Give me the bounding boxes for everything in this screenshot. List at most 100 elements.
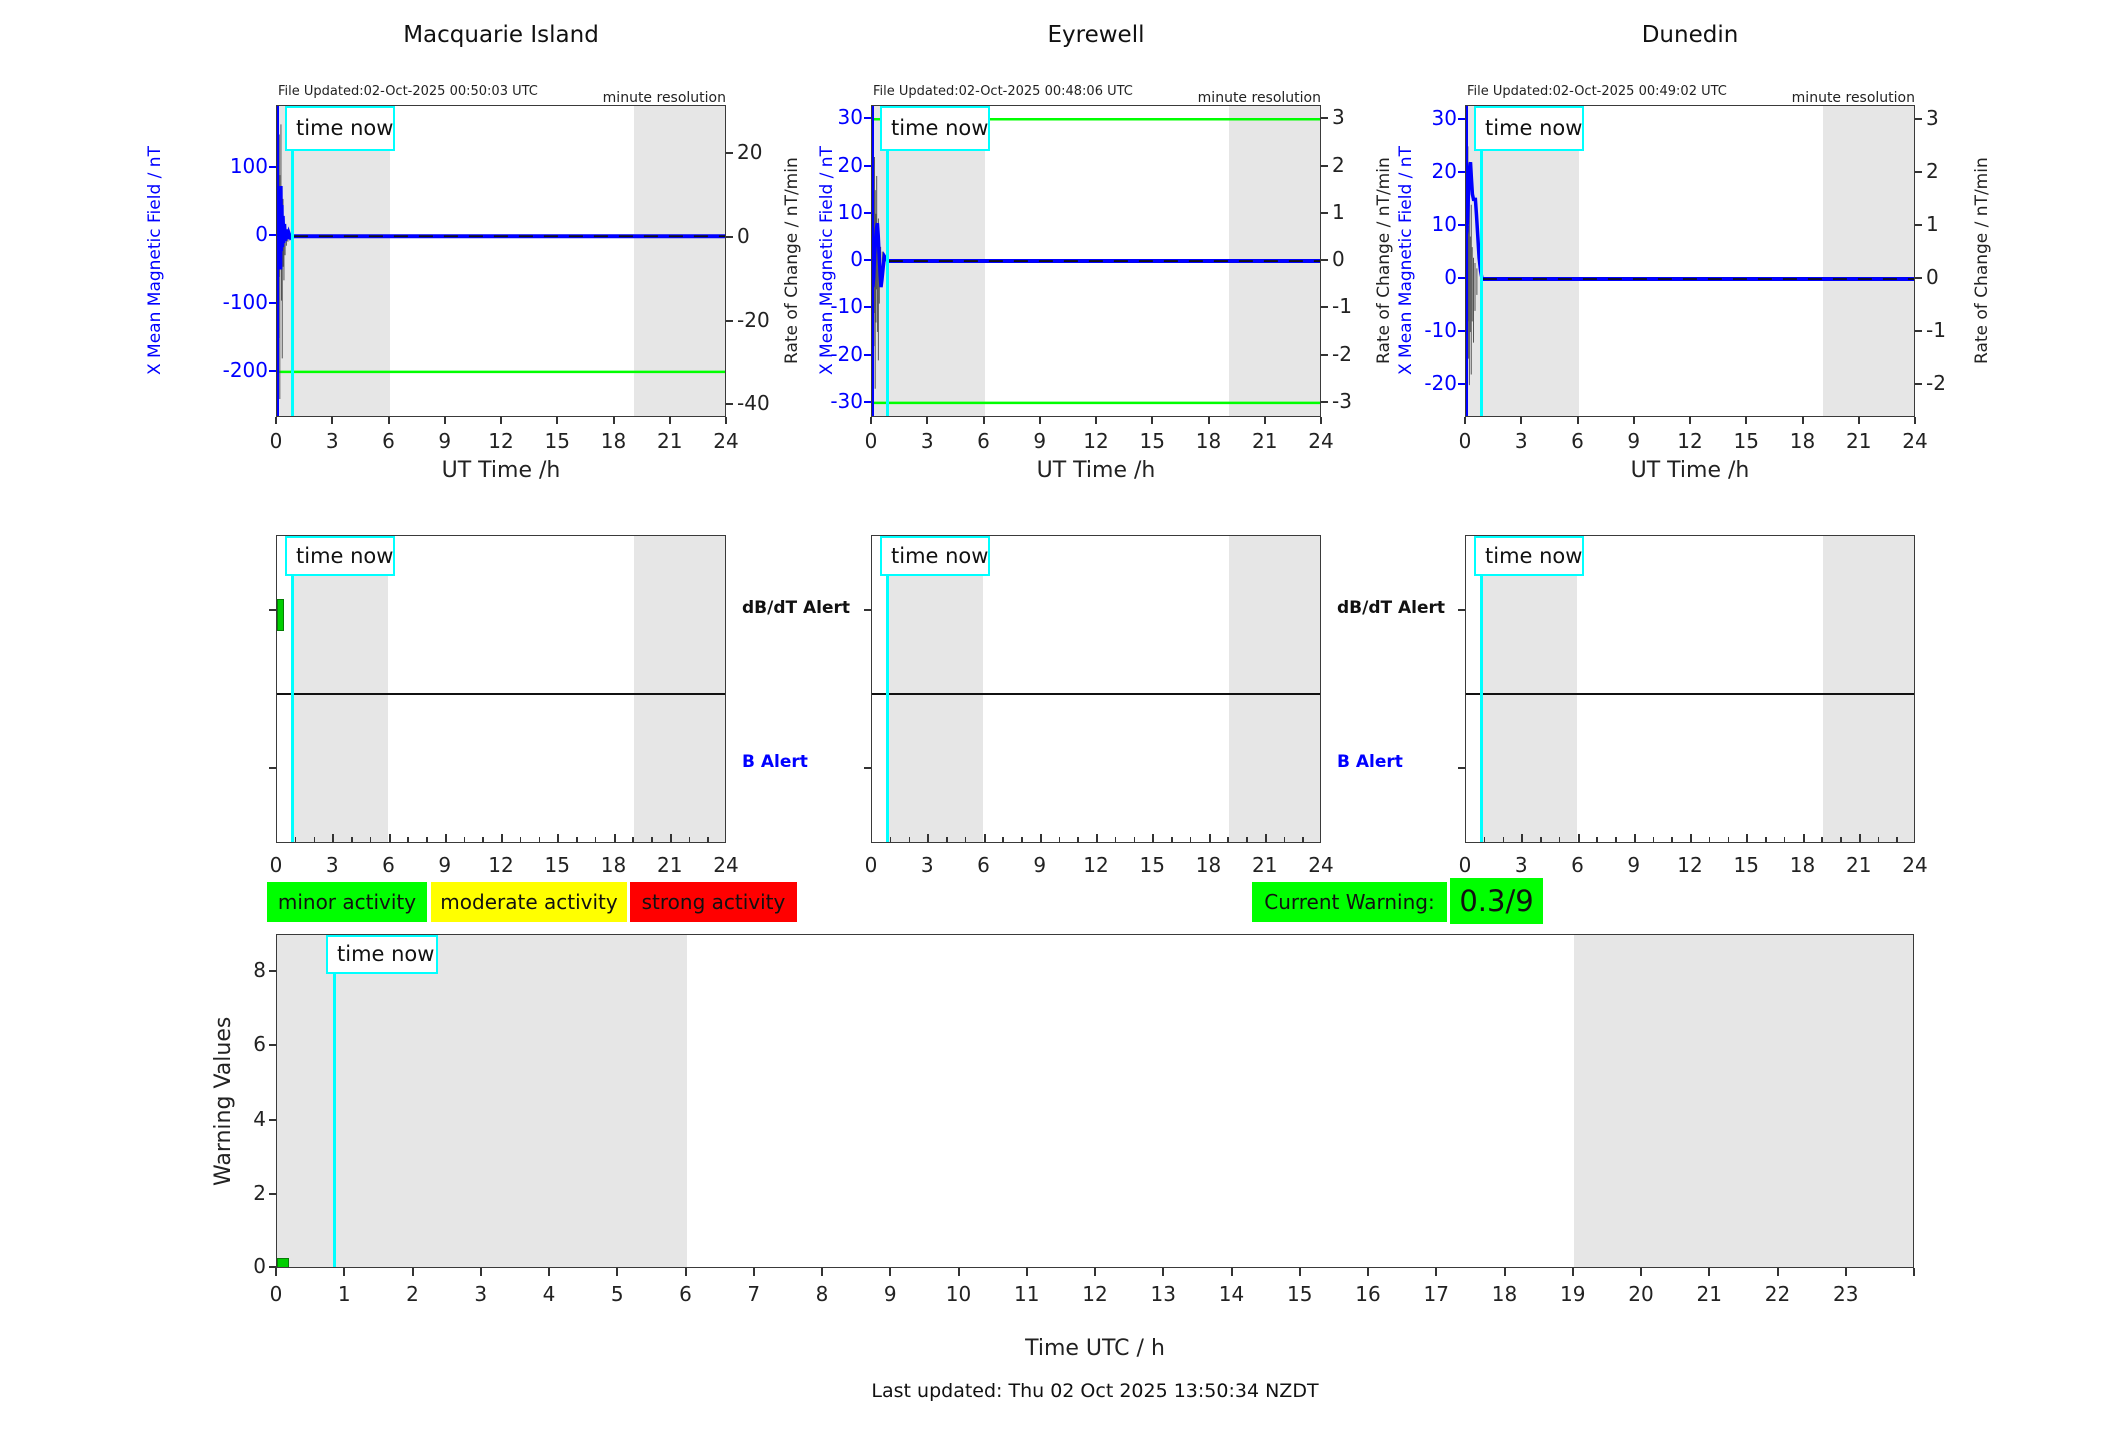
x-minor-tick [519, 837, 522, 842]
station-data-svg [277, 120, 725, 400]
x-axis-label: Time UTC / h [1025, 1336, 1165, 1361]
left-axis-spine [277, 106, 279, 416]
x-tick-mark [1914, 417, 1916, 424]
x-minor-tick [294, 837, 297, 842]
right-tick-mark [1321, 259, 1328, 262]
right-tick-mark [1321, 306, 1328, 309]
y-tick-label: 4 [253, 1106, 266, 1131]
x-tick-mark [1025, 1268, 1028, 1276]
alert-left-tick [269, 766, 276, 769]
x-tick-label: 6 [679, 1282, 692, 1306]
x-minor-tick [1783, 837, 1786, 842]
right-tick-label: -1 [1926, 318, 1946, 343]
x-tick-label: 6 [977, 429, 990, 453]
b-alert-label: B Alert [742, 752, 808, 772]
time-now-line [332, 935, 336, 1267]
x-minor-tick [426, 837, 428, 842]
x-tick-label: 3 [325, 429, 339, 453]
x-minor-tick [351, 837, 353, 842]
x-tick-label: 3 [474, 1282, 488, 1306]
time-now-line [1480, 106, 1484, 416]
legend-minor-label: minor activity [277, 890, 417, 914]
right-tick-mark [1915, 383, 1922, 386]
right-tick-mark [1915, 223, 1922, 226]
left-tick-label: -10 [1424, 318, 1457, 343]
left-tick-mark [1458, 223, 1465, 226]
x-minor-tick [1652, 837, 1654, 842]
left-tick-label: -30 [830, 388, 863, 413]
x-tick-mark [889, 1268, 892, 1276]
x-tick-label: 21 [657, 429, 683, 453]
x-minor-tick [669, 834, 672, 842]
right-tick-label: 2 [1926, 158, 1939, 183]
x-tick-mark [668, 417, 671, 424]
x-minor-tick [1596, 837, 1598, 842]
x-tick-label: 12 [1083, 429, 1109, 453]
x-minor-tick [1264, 834, 1267, 842]
left-tick-label: 0 [850, 247, 863, 272]
alert-left-tick [1458, 766, 1465, 769]
station-data-svg [872, 117, 1320, 405]
x-minor-tick [1208, 834, 1211, 842]
left-tick-label: -20 [1424, 371, 1457, 396]
left-tick-label: -10 [830, 294, 863, 319]
night-shade-region [292, 536, 389, 842]
x-minor-tick [1133, 837, 1135, 842]
x-tick-label: 21 [1252, 429, 1278, 453]
x-minor-tick [576, 837, 578, 842]
left-tick-mark [1458, 330, 1465, 333]
x-tick-label: 0 [269, 853, 283, 877]
x-tick-label: 9 [1033, 853, 1047, 877]
x-minor-tick [1521, 834, 1524, 842]
x-minor-tick [1558, 837, 1561, 842]
dbdt-alert-label: dB/dT Alert [742, 598, 851, 618]
x-tick-label: 24 [713, 853, 739, 877]
x-minor-tick [1058, 837, 1060, 842]
x-tick-mark [1745, 417, 1748, 424]
right-tick-label: -40 [737, 391, 770, 416]
night-shade-region [634, 106, 725, 416]
x-tick-mark [1844, 1268, 1847, 1276]
x-minor-tick [1002, 837, 1004, 842]
x-minor-tick [1502, 837, 1504, 842]
x-tick-mark [1435, 1268, 1438, 1276]
right-tick-mark [726, 319, 733, 322]
right-tick-mark [1915, 170, 1922, 173]
night-shade-region [634, 536, 725, 842]
time-now-line [291, 536, 295, 842]
x-tick-mark [548, 1268, 550, 1276]
x-minor-tick [1727, 837, 1729, 842]
x-minor-tick [1840, 837, 1842, 842]
x-tick-label: 19 [1560, 1282, 1586, 1306]
x-tick-label: 9 [883, 1282, 897, 1306]
x-minor-tick [1227, 837, 1229, 842]
left-axis-title: X Mean Magnetic Field / nT [145, 146, 165, 376]
right-tick-label: -20 [737, 307, 770, 332]
x-tick-mark [1857, 417, 1860, 424]
station-title: Macquarie Island [403, 22, 599, 48]
station-title: Dunedin [1641, 22, 1739, 48]
magnetic-field-plot: time now [276, 105, 726, 417]
current-warning-value: 0.3/9 [1450, 878, 1543, 924]
x-minor-tick [613, 834, 616, 842]
right-tick-mark [1321, 400, 1328, 403]
x-minor-tick [1283, 837, 1285, 842]
right-axis-title: Rate of Change / nT/min [1972, 157, 1992, 365]
left-tick-mark [269, 166, 276, 169]
x-tick-label: 0 [864, 429, 878, 453]
night-shade-region [277, 935, 687, 1267]
right-tick-mark [1321, 164, 1328, 167]
left-tick-mark [864, 117, 871, 120]
mean-field-line [1466, 161, 1914, 281]
x-minor-tick [927, 834, 930, 842]
x-tick-label: 1 [337, 1282, 351, 1306]
x-tick-label: 0 [269, 429, 283, 453]
x-tick-mark [1207, 417, 1210, 424]
left-tick-label: 0 [1444, 264, 1457, 289]
x-tick-label: 15 [1287, 1282, 1313, 1306]
x-minor-tick [1483, 837, 1486, 842]
x-tick-label: 0 [1458, 429, 1472, 453]
right-tick-mark [726, 403, 733, 406]
x-tick-label: 23 [1833, 1282, 1859, 1306]
right-tick-label: -1 [1332, 294, 1352, 319]
